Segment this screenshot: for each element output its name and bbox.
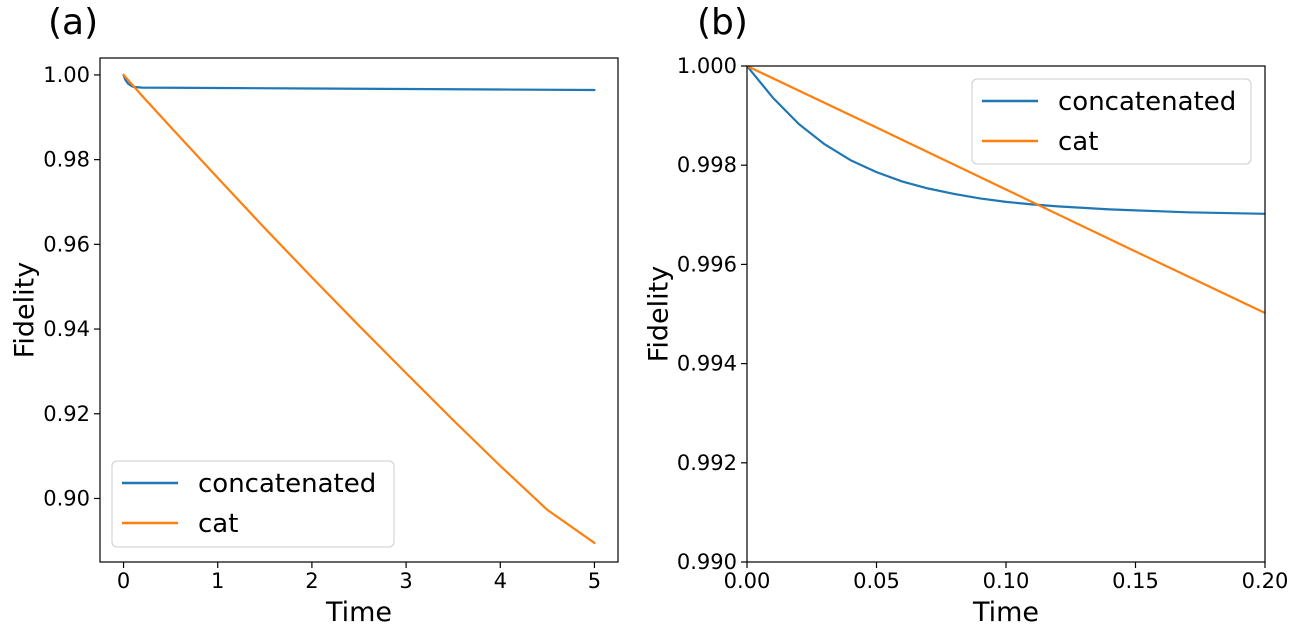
y-axis-label: Fidelity [644, 266, 675, 362]
y-tick-label: 0.92 [43, 402, 90, 426]
x-tick-label: 0.05 [853, 569, 900, 593]
x-tick-label: 4 [494, 569, 507, 593]
x-tick-label: 2 [305, 569, 318, 593]
legend-label-cat: cat [1058, 127, 1098, 157]
x-axis-label: Time [325, 597, 392, 628]
legend-frame [111, 460, 395, 548]
x-tick-label: 0 [117, 569, 130, 593]
y-tick-label: 0.994 [677, 352, 737, 376]
y-tick-label: 0.96 [43, 232, 90, 256]
series-line-concatenated [747, 66, 1265, 215]
y-tick-label: 0.996 [677, 252, 737, 276]
panel-label: (a) [48, 2, 98, 43]
legend-frame [971, 78, 1252, 165]
series-line-cat [747, 66, 1265, 315]
x-tick-label: 0.15 [1112, 569, 1159, 593]
x-tick-label: 0.20 [1242, 569, 1289, 593]
series-line-cat [122, 73, 596, 545]
y-axis-label: Fidelity [10, 262, 41, 358]
legend-label-concatenated: concatenated [1058, 87, 1236, 117]
chart-panel-a: (a) 0 1 2 3 4 5 0.90 0.92 0.94 0.96 0.98 1.00 Time Fid… [10, 2, 619, 628]
x-tick-label: 1 [211, 569, 224, 593]
legend-label-concatenated: concatenated [198, 469, 376, 499]
y-tick-label: 1.000 [677, 54, 737, 78]
plot-frame [99, 57, 619, 563]
x-tick-label: 5 [588, 569, 601, 593]
y-tick-label: 0.90 [43, 486, 90, 510]
x-tick-label: 0.00 [724, 569, 771, 593]
y-tick-label: 0.94 [43, 317, 90, 341]
y-tick-label: 0.992 [677, 451, 737, 475]
y-tick-label: 0.98 [43, 148, 90, 172]
y-tick-label: 0.990 [677, 550, 737, 574]
y-tick-label: 0.998 [677, 153, 737, 177]
legend: concatenated cat [971, 78, 1252, 165]
legend-label-cat: cat [198, 509, 238, 539]
legend: concatenated cat [111, 460, 395, 548]
panel-label: (b) [697, 2, 748, 43]
y-tick-label: 1.00 [43, 63, 90, 87]
x-tick-label: 3 [399, 569, 412, 593]
chart-panel-b: (b) 0.00 0.05 0.10 0.15 0.20 0.990 0.992 0.994 0.… [644, 2, 1289, 628]
x-tick-label: 0.10 [983, 569, 1030, 593]
series-line-concatenated [122, 73, 596, 92]
x-axis-label: Time [972, 597, 1039, 628]
